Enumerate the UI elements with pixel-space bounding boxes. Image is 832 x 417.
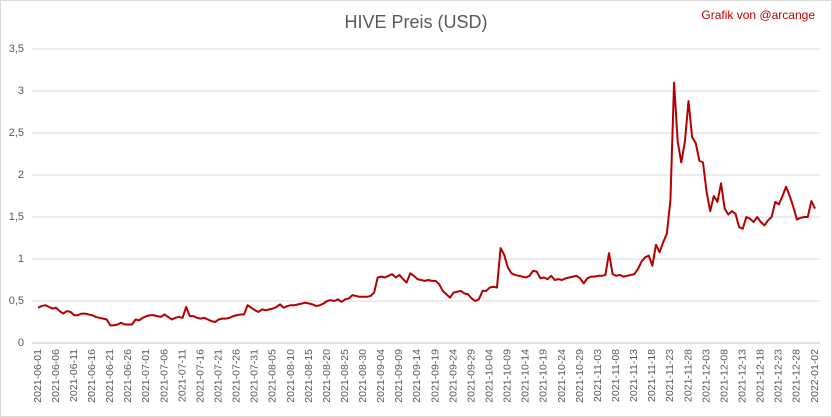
x-tick-label: 2021-07-06	[158, 349, 170, 403]
x-tick-label: 2021-11-03	[592, 349, 604, 402]
x-tick-label: 2021-07-31	[249, 349, 261, 403]
x-tick-label: 2021-11-23	[664, 349, 676, 402]
x-tick-label: 2021-10-09	[502, 349, 514, 403]
x-tick-label: 2021-09-29	[465, 349, 477, 403]
x-tick-label: 2022-01-02	[809, 349, 821, 403]
y-tick-label: 0,5	[9, 295, 24, 307]
x-tick-label: 2021-09-04	[375, 349, 387, 403]
x-tick-label: 2021-06-11	[68, 349, 80, 402]
x-tick-label: 2021-12-28	[791, 349, 803, 403]
x-tick-label: 2021-06-21	[104, 349, 116, 403]
x-tick-label: 2021-11-28	[682, 349, 694, 402]
y-tick-label: 2,5	[9, 127, 24, 139]
x-tick-label: 2021-10-24	[556, 349, 568, 403]
y-tick-label: 1	[18, 253, 24, 265]
x-tick-label: 2021-07-01	[140, 349, 152, 403]
x-tick-label: 2021-10-29	[574, 349, 586, 403]
x-tick-label: 2021-11-18	[646, 349, 658, 402]
y-tick-label: 0	[18, 337, 24, 349]
x-tick-label: 2021-09-24	[447, 349, 459, 403]
x-tick-label: 2021-09-09	[393, 349, 405, 403]
x-tick-label: 2021-06-06	[50, 349, 62, 403]
x-tick-label: 2021-12-08	[718, 349, 730, 403]
chart-title: HIVE Preis (USD)	[344, 12, 487, 32]
x-tick-label: 2021-10-19	[538, 349, 550, 403]
x-tick-label: 2021-11-13	[628, 349, 640, 402]
x-tick-label: 2021-07-21	[212, 349, 224, 403]
x-tick-label: 2021-08-20	[321, 349, 333, 403]
x-tick-label: 2021-07-16	[194, 349, 206, 403]
x-tick-label: 2021-06-26	[122, 349, 134, 403]
price-line	[37, 81, 816, 327]
x-tick-label: 2021-12-18	[755, 349, 767, 403]
x-tick-label: 2021-12-03	[700, 349, 712, 403]
x-tick-label: 2021-06-01	[32, 349, 44, 403]
x-tick-label: 2021-12-13	[737, 349, 749, 403]
x-tick-label: 2021-08-10	[285, 349, 297, 403]
x-tick-label: 2021-07-26	[231, 349, 243, 403]
annotation: Grafik von @arcange	[701, 8, 815, 22]
x-tick-label: 2021-08-25	[339, 349, 351, 403]
x-tick-label: 2021-08-30	[357, 349, 369, 403]
y-tick-label: 1,5	[9, 211, 24, 223]
y-tick-label: 3,5	[9, 43, 24, 55]
x-tick-label: 2021-07-11	[176, 349, 188, 402]
x-tick-label: 2021-09-19	[429, 349, 441, 403]
x-tick-label: 2021-06-16	[86, 349, 98, 403]
x-tick-label: 2021-10-14	[520, 349, 532, 403]
y-tick-label: 3	[18, 85, 24, 97]
x-tick-label: 2021-12-23	[773, 349, 785, 403]
x-tick-label: 2021-11-08	[610, 349, 622, 402]
x-tick-label: 2021-08-15	[303, 349, 315, 403]
y-tick-label: 2	[18, 169, 24, 181]
x-tick-label: 2021-09-14	[411, 349, 423, 403]
x-tick-label: 2021-08-05	[267, 349, 279, 403]
x-tick-label: 2021-10-04	[484, 349, 496, 403]
